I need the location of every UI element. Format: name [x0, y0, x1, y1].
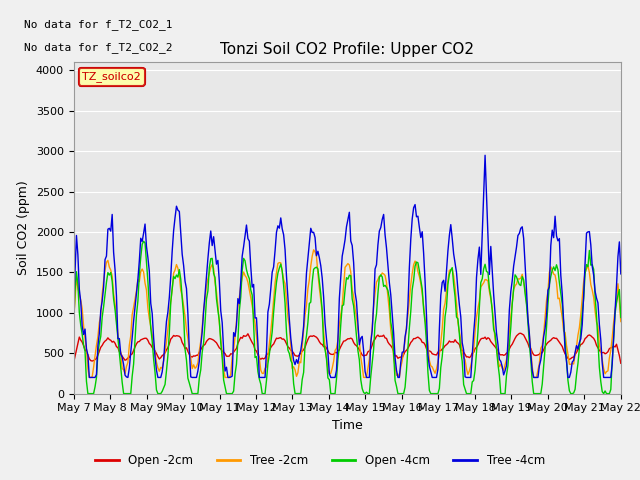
Text: No data for f_T2_CO2_1: No data for f_T2_CO2_1	[24, 19, 173, 30]
Legend: Open -2cm, Tree -2cm, Open -4cm, Tree -4cm: Open -2cm, Tree -2cm, Open -4cm, Tree -4…	[90, 449, 550, 472]
Y-axis label: Soil CO2 (ppm): Soil CO2 (ppm)	[17, 180, 30, 276]
Text: No data for f_T2_CO2_2: No data for f_T2_CO2_2	[24, 43, 173, 53]
Legend: TZ_soilco2: TZ_soilco2	[79, 68, 145, 85]
X-axis label: Time: Time	[332, 419, 363, 432]
Title: Tonzi Soil CO2 Profile: Upper CO2: Tonzi Soil CO2 Profile: Upper CO2	[220, 42, 474, 57]
